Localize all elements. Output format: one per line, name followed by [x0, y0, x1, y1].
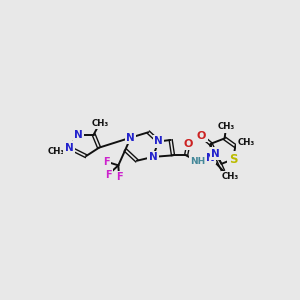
Text: N: N [126, 133, 135, 142]
Text: O: O [184, 139, 193, 149]
Text: F: F [103, 157, 109, 166]
Text: N: N [206, 153, 215, 163]
Text: N: N [211, 149, 220, 159]
Text: N: N [148, 152, 158, 162]
Text: CH₃: CH₃ [218, 122, 235, 131]
Text: CH₃: CH₃ [238, 138, 255, 147]
Text: O: O [197, 131, 206, 141]
Text: N: N [65, 143, 74, 153]
Text: S: S [229, 153, 237, 166]
Text: CH₃: CH₃ [91, 118, 109, 127]
Text: CH₃: CH₃ [48, 147, 65, 156]
Text: F: F [105, 169, 112, 180]
Text: N: N [154, 136, 163, 146]
Text: CH₃: CH₃ [222, 172, 239, 182]
Text: NH: NH [190, 157, 205, 166]
Text: F: F [116, 172, 122, 182]
Text: N: N [74, 130, 83, 140]
